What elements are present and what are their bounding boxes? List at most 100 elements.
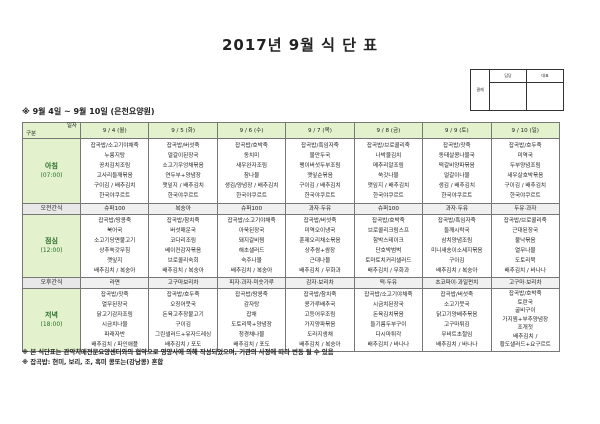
snack-cell: 초코파이·과일펀치: [422, 277, 492, 289]
menu-item: 고등어무조림: [304, 312, 336, 318]
menu-item: 도라지생채: [307, 332, 333, 338]
menu-cell: 잡곡밥/잣죽 동태살콩나물국 떡갈비양파볶음 얼갈이나물 생김 / 배추김치 한국야쿠르트: [422, 138, 492, 204]
menu-item: 잡곡밥/호박죽: [508, 290, 542, 297]
menu-item: 참나물: [243, 173, 260, 179]
menu-item: 베이컨감자볶음: [165, 248, 202, 254]
menu-item: 배추김치 / 바나나: [367, 342, 410, 348]
menu-item: 잡곡밥/호두죽: [508, 143, 542, 149]
day-header: 9 / 8 (금): [353, 122, 424, 139]
dinner-row: 저녁 (18:00) 잡곡밥/잣죽 열무된장국 닭고기감자조림 시금치나물 파래자반 배추김치…: [22, 288, 561, 352]
week-subtitle: ※ 9월 4일 ~ 9월 10일 (은천요양원): [22, 107, 155, 116]
menu-item: 다시마튀각: [375, 332, 402, 338]
menu-item: 북어국: [106, 228, 123, 234]
menu-item: 감자탕: [243, 302, 260, 308]
menu-item: 토마토치커리샐러드: [365, 258, 412, 264]
menu-item: 열무된장국: [101, 302, 128, 308]
day-header: 9 / 6 (수): [216, 122, 287, 139]
corner-date-label: 일자: [66, 123, 77, 129]
snack-cell: 과자·두유: [422, 203, 492, 215]
meal-time: (18:00): [40, 321, 63, 328]
menu-cell: 잡곡밥/브로콜리죽 근대된장국 불낙볶음 열무나물 도토리묵 배추김치 / 바나나: [490, 214, 561, 278]
menu-cell: 잡곡밥/호박죽 브로콜리크림스프 함박스테이크 단호박범벅 토마토치커리샐러드 배추김치 …: [353, 214, 424, 278]
menu-item: 연두부+양념장: [165, 173, 201, 179]
menu-item: 청경채나물: [238, 332, 265, 338]
snack-cell: 감자·보리차: [285, 277, 355, 289]
menu-item: 배추김치 / 복숭아: [299, 342, 341, 348]
menu-item: 한국야쿠르트: [236, 193, 267, 199]
snack-cell: 고구마·보리차: [490, 277, 561, 289]
footer-note: ※ 본 식단표는 관악치매전문요양센터와의 협약으로 영양사에 의해 작성되었으…: [22, 349, 334, 356]
menu-cell: 잡곡밥/버섯죽 얼갈이된장국 소고기우엉채볶음 연두부+양념장 깻잎지 / 배추김치 한국…: [148, 138, 218, 204]
menu-item: 시금치된장국: [372, 302, 404, 308]
menu-item: 돈육고추장불고기: [162, 312, 204, 318]
menu-item: 시금치나물: [101, 322, 128, 328]
menu-item: 도토리묵+양념장: [231, 322, 272, 328]
snack-cell: 피자·과자·미숫가루: [216, 277, 287, 289]
menu-cell: 잡곡밥/호두죽 오징어뭇국 돈육고추장불고기 구이김 그린샐러드+유자드레싱 배추김치 /…: [148, 288, 218, 352]
menu-cell: 잡곡밥/땅콩죽 감자탕 잡채 도토리묵+양념장 청경채나물 배추김치 / 포도: [216, 288, 287, 352]
menu-item: 미역오이냉국: [304, 228, 336, 234]
menu-item: 배추김치 / 복숭아: [93, 268, 136, 274]
menu-item: 동태살콩나물국: [438, 153, 475, 159]
menu-item: 단호박범벅: [375, 248, 402, 254]
menu-item: 돈육김치볶음: [372, 312, 404, 318]
menu-item: 잡곡밥/호박죽: [372, 218, 405, 224]
breakfast-label-cell: 아침 (07:00): [22, 138, 81, 204]
menu-item: 미니새송이소세지볶음: [431, 248, 483, 254]
menu-item: 배추김치 / 바나나: [436, 342, 478, 348]
menu-cell: 잡곡밥/참치죽 콩가루배추국 고등어무조림 가지양파볶음 도라지생채 배추김치 / 복숭아: [285, 288, 355, 352]
menu-item: 그린샐러드+유자드레싱: [155, 332, 212, 338]
menu-item: 근대나물: [309, 258, 331, 264]
menu-cell: 잡곡밥/잣죽 열무된장국 닭고기감자조림 시금치나물 파래자반 배추김치 / 파인애플: [79, 288, 150, 352]
menu-item: 구이김: [175, 322, 191, 328]
approval-col-manager: 담당: [489, 69, 527, 83]
menu-item: 쑥갓나물: [378, 173, 399, 179]
breakfast-row: 아침 (07:00) 잡곡밥/소고기야채죽 누룽지탕 꽁치김치조림 고사리들깨볶음 구이김 …: [22, 138, 561, 204]
menu-item: 잡곡밥/땅콩죽: [98, 218, 132, 224]
menu-item: 잡곡밥/버섯죽: [440, 292, 474, 298]
menu-item: 배추김치 / 파인애플: [91, 342, 139, 348]
day-header: 9 / 5 (화): [148, 122, 218, 139]
snack-cell: 슈퍼100: [353, 203, 424, 215]
meal-name: 점심: [45, 237, 58, 245]
menu-item: 고사리들깨볶음: [96, 173, 133, 179]
menu-item: 동치미: [243, 153, 260, 159]
menu-cell: 잡곡밥/호박죽 토란국 굴비구이 가지찜+부추양념장 조개젓 배추김치 / 황도샐러드+요구…: [490, 288, 561, 352]
menu-item: 얼갈이나물: [443, 173, 470, 179]
menu-item: 잡곡밥/브로콜리죽: [503, 218, 547, 224]
menu-item: 생김/양념장 / 배추김치: [224, 183, 279, 189]
menu-item: 나박물김치: [375, 153, 402, 159]
day-header: 9 / 7 (목): [285, 122, 355, 139]
menu-cell: 잡곡밥/참치죽 버섯매운국 코다리조림 베이컨감자볶음 브로콜리숙회 배추김치 / 복숭아: [148, 214, 218, 278]
snack-cell: 떡·두유: [353, 277, 424, 289]
menu-item: 버섯매운국: [170, 228, 196, 234]
menu-item: 생김 / 배추김치: [438, 183, 475, 189]
menu-item: 굴비구이: [514, 308, 536, 315]
menu-item: 배추김치 / 무화과: [367, 268, 410, 274]
menu-item: 소고기우엉채볶음: [162, 163, 204, 169]
menu-item: 얼갈이된장국: [167, 153, 199, 159]
menu-item: 도토리묵: [514, 258, 536, 264]
menu-item: 구이김: [449, 258, 465, 264]
menu-item: 한국야쿠르트: [372, 193, 404, 199]
menu-item: 브로콜리크림스프: [367, 228, 409, 234]
menu-item: 잡곡밥/잣죽: [100, 292, 129, 298]
menu-item: 배추김치 / 포도: [233, 342, 270, 348]
menu-item: 구이김 / 배추김치: [504, 183, 546, 189]
menu-item: 미역국: [517, 153, 533, 159]
pm_snack-row: 오후간식 라면 고구마보리차 피자·과자·미숫가루 감자·보리차 떡·두유 초코파이·과일펀…: [22, 277, 561, 289]
am_snack-label: 오전간식: [22, 203, 81, 215]
meal-time: (07:00): [40, 172, 63, 179]
snack-cell: 슈퍼100: [216, 203, 287, 215]
menu-item: 잡곡밥/흑임자죽: [437, 218, 476, 224]
menu-item: 잡곡밥/호두죽: [166, 292, 200, 298]
menu-item: 닭고기양배추볶음: [436, 312, 478, 318]
menu-item: 가지양파볶음: [304, 322, 336, 328]
page-title: 2017년 9월 식 단 표: [221, 36, 379, 54]
snack-cell: 과자·두유: [285, 203, 355, 215]
menu-item: 새우완자조림: [236, 163, 267, 169]
day-header: 9 / 4 (월): [79, 122, 150, 139]
menu-item: 조개젓: [517, 325, 533, 332]
menu-item: 배추김치 / 무화과: [299, 268, 341, 274]
menu-item: 숙주나물: [241, 258, 262, 264]
